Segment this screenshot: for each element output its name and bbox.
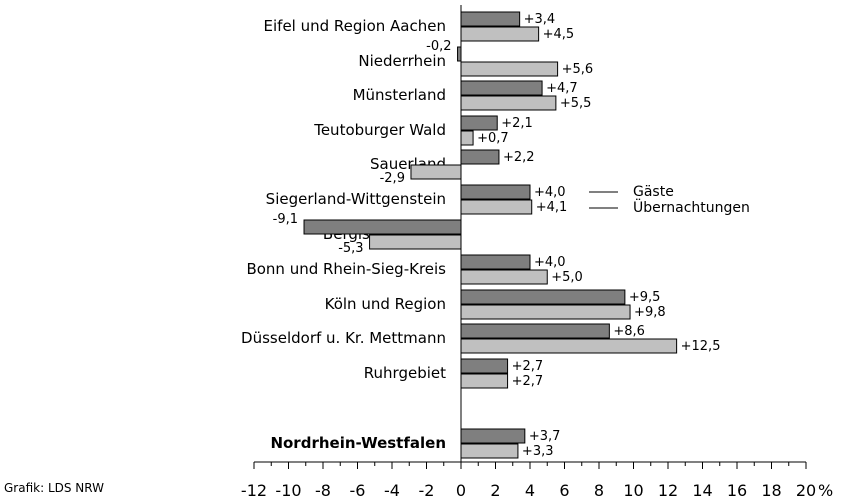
- x-tick-label: 16: [727, 481, 747, 500]
- category-label: Bonn und Rhein-Sieg-Kreis: [246, 260, 446, 278]
- x-tick-label: 2: [490, 481, 500, 500]
- bar-uebernachtungen: [460, 443, 519, 459]
- value-label-uebernachtungen: +9,8: [634, 305, 666, 320]
- category-label: Ruhrgebiet: [364, 364, 446, 382]
- bar-gaeste: [460, 80, 543, 96]
- x-tick-label: -12: [241, 481, 267, 500]
- x-unit-label: %: [818, 481, 833, 500]
- value-label-uebernachtungen: -2,9: [380, 171, 405, 186]
- value-label-gaeste: +4,7: [546, 81, 578, 96]
- value-label-gaeste: +2,1: [501, 116, 533, 131]
- bar-uebernachtungen: [460, 373, 509, 389]
- x-tick-label: 4: [525, 481, 535, 500]
- x-tick-label: 0: [456, 481, 466, 500]
- chart-credit: Grafik: LDS NRW: [4, 481, 105, 495]
- value-label-uebernachtungen: +5,5: [560, 96, 592, 111]
- x-tick-label: 8: [594, 481, 604, 500]
- x-tick-label: -2: [419, 481, 435, 500]
- bar-gaeste: [460, 254, 531, 270]
- bar-uebernachtungen: [460, 304, 631, 320]
- value-label-uebernachtungen: +4,1: [536, 200, 568, 215]
- x-tick-label: -4: [384, 481, 400, 500]
- bar-gaeste: [460, 184, 531, 200]
- bar-gaeste: [460, 11, 521, 27]
- value-label-gaeste: -9,1: [273, 212, 298, 227]
- category-label: Köln und Region: [325, 295, 446, 313]
- value-label-gaeste: +8,6: [613, 324, 645, 339]
- bar-uebernachtungen: [410, 164, 462, 180]
- bar-gaeste: [460, 149, 500, 165]
- value-label-uebernachtungen: +0,7: [477, 131, 509, 146]
- value-label-uebernachtungen: +5,0: [551, 270, 583, 285]
- bar-uebernachtungen: [460, 95, 557, 111]
- x-tick-label: -6: [350, 481, 366, 500]
- x-tick-label: 12: [658, 481, 678, 500]
- category-label: Münsterland: [353, 86, 446, 104]
- legend-label: Gäste: [633, 184, 674, 200]
- bar-uebernachtungen: [460, 130, 474, 146]
- value-label-gaeste: -0,2: [426, 39, 451, 54]
- value-label-gaeste: +9,5: [629, 290, 661, 305]
- value-label-uebernachtungen: +3,3: [522, 444, 554, 459]
- legend-label: Übernachtungen: [633, 198, 750, 216]
- x-tick-label: 18: [761, 481, 781, 500]
- bar-gaeste: [303, 219, 462, 235]
- value-label-uebernachtungen: -5,3: [338, 241, 363, 256]
- bar-uebernachtungen: [460, 338, 678, 354]
- x-tick-label: 14: [692, 481, 712, 500]
- category-label: Nordrhein-Westfalen: [270, 434, 446, 452]
- value-label-uebernachtungen: +12,5: [681, 339, 721, 354]
- value-label-gaeste: +2,2: [503, 150, 535, 165]
- x-tick-label: -8: [315, 481, 331, 500]
- category-label: Teutoburger Wald: [313, 121, 446, 139]
- bar-uebernachtungen: [460, 26, 540, 42]
- value-label-uebernachtungen: +4,5: [543, 27, 575, 42]
- category-label: Siegerland-Wittgenstein: [266, 190, 446, 208]
- value-label-gaeste: +4,0: [534, 255, 566, 270]
- bar-gaeste: [460, 289, 626, 305]
- value-label-uebernachtungen: +2,7: [512, 374, 544, 389]
- value-label-gaeste: +4,0: [534, 185, 566, 200]
- bar-gaeste: [457, 46, 462, 62]
- category-label: Düsseldorf u. Kr. Mettmann: [241, 329, 446, 347]
- bar-gaeste: [460, 358, 509, 374]
- x-tick-label: 10: [623, 481, 643, 500]
- bar-uebernachtungen: [369, 234, 462, 250]
- x-tick-label: 6: [559, 481, 569, 500]
- value-label-uebernachtungen: +5,6: [562, 62, 594, 77]
- x-tick-label: -10: [275, 481, 301, 500]
- bar-uebernachtungen: [460, 61, 559, 77]
- category-label: Niederrhein: [358, 52, 446, 70]
- x-tick-label: 20: [796, 481, 816, 500]
- value-label-gaeste: +2,7: [512, 359, 544, 374]
- bar-uebernachtungen: [460, 269, 548, 285]
- bar-gaeste: [460, 428, 526, 444]
- category-label: Eifel und Region Aachen: [264, 17, 446, 35]
- bar-gaeste: [460, 323, 610, 339]
- value-label-gaeste: +3,7: [529, 429, 561, 444]
- value-label-gaeste: +3,4: [524, 12, 556, 27]
- bar-gaeste: [460, 115, 498, 131]
- bar-uebernachtungen: [460, 199, 533, 215]
